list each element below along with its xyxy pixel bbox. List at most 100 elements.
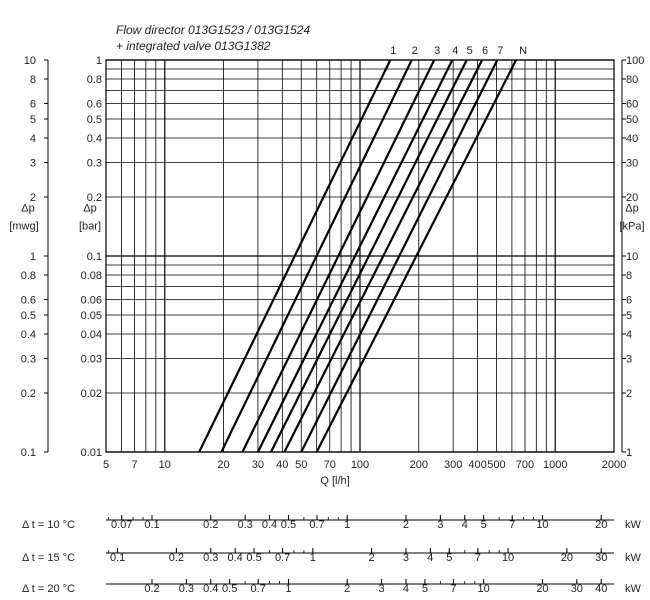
mwg-tick-label: 3 (30, 157, 36, 169)
tick-labels: 0.1 0.01 1 0.2 0.02 2 0.3 0.03 3 0.4 0.04 4 0.5 0.05 5… (9, 45, 644, 487)
kpa-tick-label: 2 (626, 388, 632, 400)
x-tick-label: 300 (444, 459, 462, 471)
mwg-symbol: Δp (21, 202, 34, 214)
power-tick-label: 0.4 (262, 519, 277, 531)
power-tick-label: 7 (509, 519, 515, 531)
bar-tick-label: 0.04 (81, 329, 102, 341)
power-tick-label: 0.5 (222, 583, 237, 595)
mwg-unit: [mwg] (9, 220, 38, 232)
kpa-tick-label: 3 (626, 353, 632, 365)
power-tick-label: 5 (481, 519, 487, 531)
mwg-tick-label: 0.4 (21, 329, 36, 341)
power-tick-label: 0.2 (144, 583, 159, 595)
bar-tick-label: 0.05 (81, 310, 102, 322)
x-tick-label: 30 (252, 459, 264, 471)
mwg-tick-label: 6 (30, 98, 36, 110)
mwg-tick-label: 0.2 (21, 388, 36, 400)
x-tick-label: 700 (516, 459, 534, 471)
x-tick-label: 100 (351, 459, 369, 471)
power-scale-label: Δ t = 10 °C (22, 519, 75, 531)
plot-frame (105, 59, 615, 453)
power-scales: 0.07 0.1 0.2 0.3 0.4 0.5 0.7 1 2 3 4 5 7 10 20 Δ t = 10… (22, 515, 642, 595)
power-tick-label: 0.3 (179, 583, 194, 595)
power-tick-label: 2 (344, 583, 350, 595)
x-axis-label: Q [l/h] (320, 475, 349, 487)
series-label-4: 4 (452, 45, 458, 57)
kpa-tick-label: 80 (626, 74, 638, 86)
power-tick-label: 0.4 (227, 552, 242, 564)
series-label-6: 6 (482, 45, 488, 57)
kpa-tick-label: 10 (626, 251, 638, 263)
power-tick-label: 10 (536, 519, 548, 531)
series-lines (198, 59, 518, 453)
power-tick-label: 40 (595, 583, 607, 595)
power-tick-label: 4 (403, 583, 409, 595)
bar-tick-label: 0.3 (87, 157, 102, 169)
mwg-tick-label: 0.5 (21, 310, 36, 322)
power-tick-label: 3 (403, 552, 409, 564)
kpa-tick-label: 30 (626, 157, 638, 169)
power-tick-label: 2 (369, 552, 375, 564)
power-tick-label: 5 (422, 583, 428, 595)
power-tick-label: 3 (379, 583, 385, 595)
kpa-tick-label: 6 (626, 294, 632, 306)
power-tick-label: 0.7 (251, 583, 266, 595)
power-tick-label: 0.7 (275, 552, 290, 564)
x-tick-label: 5 (103, 459, 109, 471)
power-scale-unit: kW (625, 519, 642, 531)
bar-tick-label: 1 (96, 55, 102, 67)
power-tick-label: 0.1 (110, 552, 125, 564)
mwg-tick-label: 10 (24, 55, 36, 67)
kpa-tick-label: 100 (626, 55, 644, 67)
bar-unit: [bar] (79, 220, 101, 232)
series-line-2 (220, 59, 413, 453)
bar-tick-label: 0.02 (81, 388, 102, 400)
kpa-tick-label: 4 (626, 329, 632, 341)
bar-tick-label: 0.2 (87, 192, 102, 204)
mwg-tick-label: 8 (30, 74, 36, 86)
series-line-3 (241, 59, 436, 453)
bar-tick-label: 0.1 (87, 251, 102, 263)
mwg-tick-label: 2 (30, 192, 36, 204)
kpa-tick-label: 8 (626, 270, 632, 282)
power-tick-label: 0.5 (281, 519, 296, 531)
x-tick-label: 1000 (543, 459, 567, 471)
power-tick-label: 1 (310, 552, 316, 564)
bar-tick-label: 0.08 (81, 270, 102, 282)
power-tick-label: 2 (403, 519, 409, 531)
mwg-tick-label: 0.6 (21, 294, 36, 306)
power-tick-label: 7 (450, 583, 456, 595)
series-line-4 (256, 59, 454, 453)
kpa-tick-label: 1 (626, 447, 632, 459)
x-tick-label: 50 (295, 459, 307, 471)
x-tick-label: 500 (487, 459, 505, 471)
chart-title-line2: + integrated valve 013G1382 (116, 39, 271, 53)
power-tick-label: 0.7 (309, 519, 324, 531)
series-label-2: 2 (412, 45, 418, 57)
mwg-tick-label: 4 (30, 133, 36, 145)
power-tick-label: 30 (571, 583, 583, 595)
bar-tick-label: 0.06 (81, 294, 102, 306)
series-label-3: 3 (434, 45, 440, 57)
power-tick-label: 4 (427, 552, 433, 564)
power-tick-label: 10 (478, 583, 490, 595)
power-tick-label: 0.5 (246, 552, 261, 564)
x-tick-label: 40 (276, 459, 288, 471)
series-line-5 (270, 59, 468, 453)
power-tick-label: 0.2 (169, 552, 184, 564)
x-tick-label: 20 (217, 459, 229, 471)
bar-tick-label: 0.6 (87, 98, 102, 110)
power-tick-label: 20 (536, 583, 548, 595)
power-tick-label: 10 (502, 552, 514, 564)
power-tick-label: 0.07 (111, 519, 132, 531)
x-tick-label: 7 (131, 459, 137, 471)
series-label-N: N (519, 45, 527, 57)
kpa-unit: [kPa] (619, 220, 644, 232)
power-scale-label: Δ t = 20 °C (22, 583, 75, 595)
kpa-tick-label: 50 (626, 114, 638, 126)
mwg-tick-label: 1 (30, 251, 36, 263)
power-tick-label: 0.2 (203, 519, 218, 531)
x-tick-label: 10 (159, 459, 171, 471)
kpa-tick-label: 20 (626, 192, 638, 204)
